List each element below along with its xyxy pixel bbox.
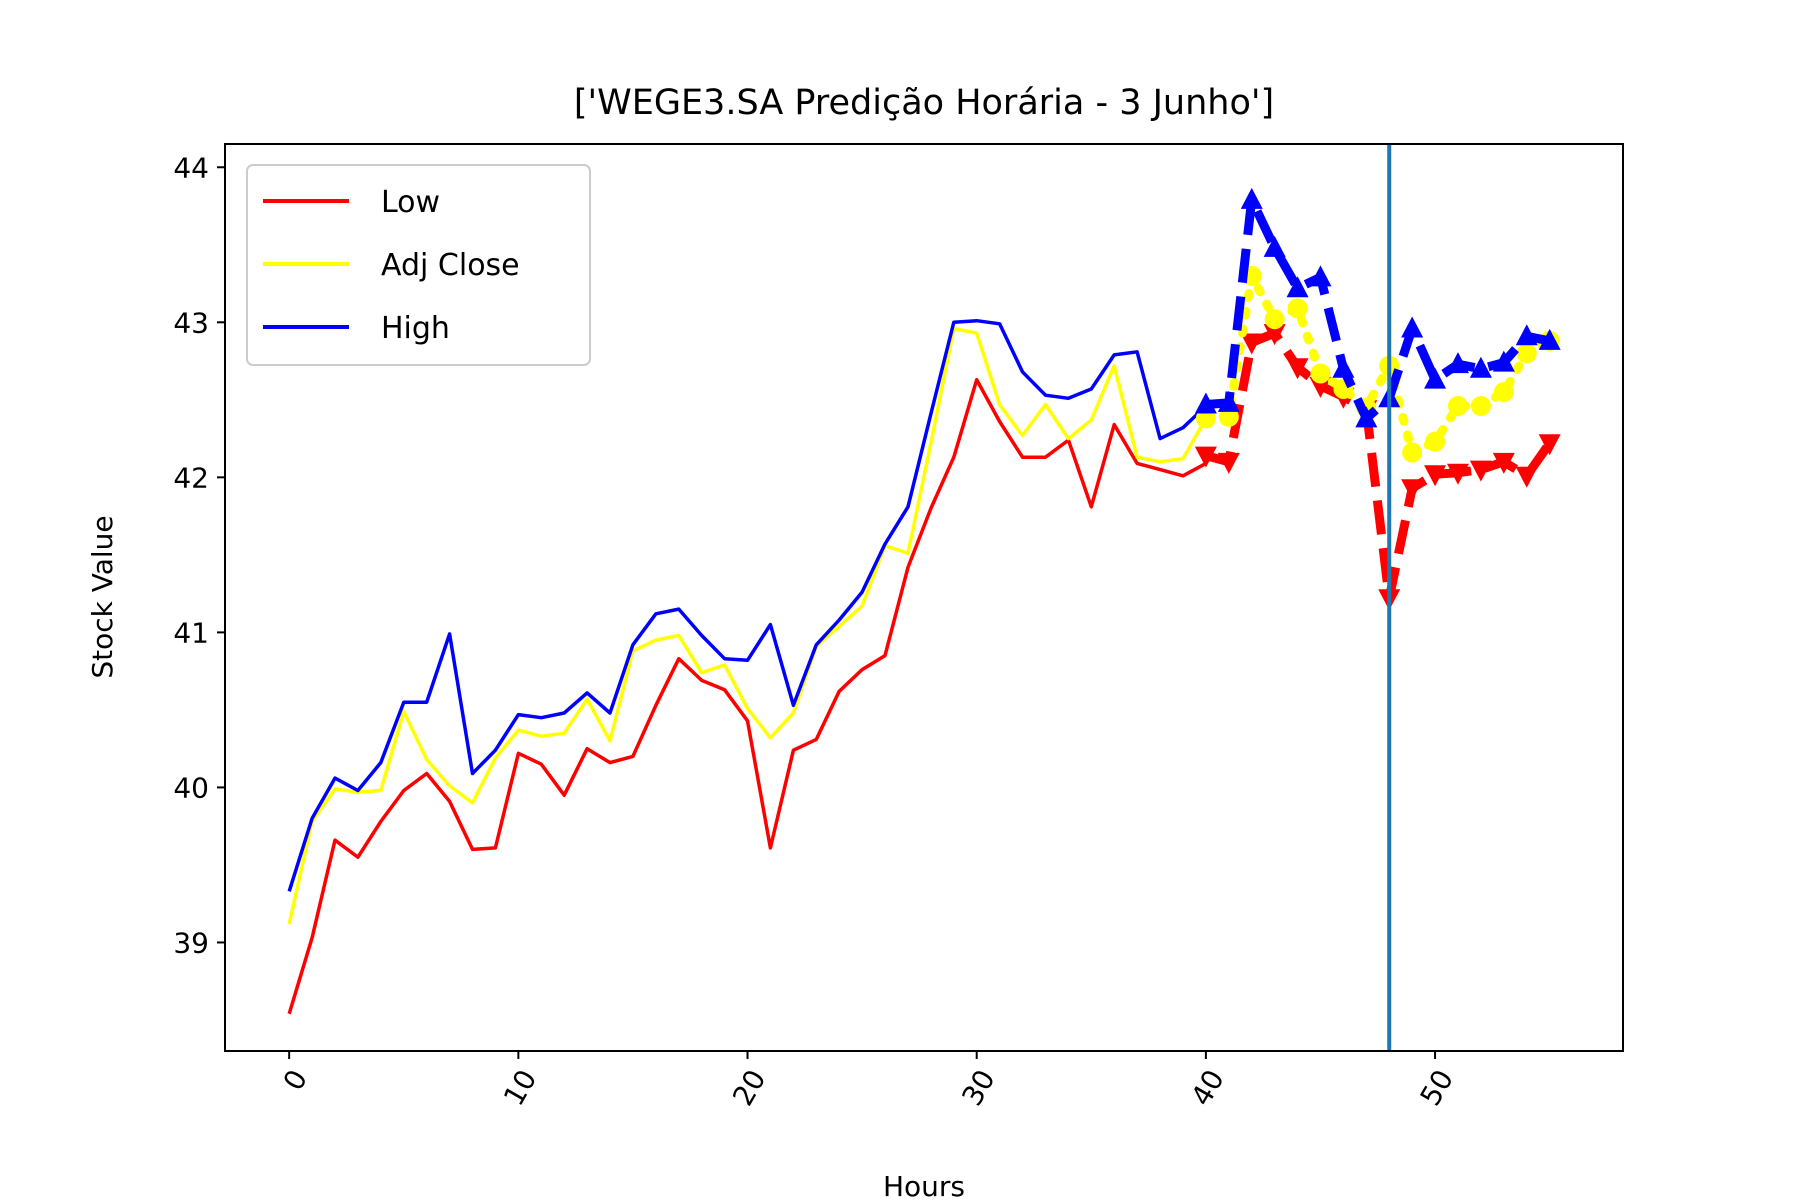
series-3-marker — [1538, 434, 1561, 456]
series-4-marker — [1470, 396, 1491, 417]
legend-label: Adj Close — [381, 248, 520, 283]
chart-title: ['WEGE3.SA Predição Horária - 3 Junho'] — [574, 83, 1274, 123]
series-5-marker — [1469, 356, 1492, 378]
series-5-marker — [1286, 276, 1309, 298]
series-3-marker — [1446, 463, 1469, 485]
series-3-marker — [1515, 466, 1538, 488]
series-line-3 — [1204, 328, 1554, 603]
series-5-marker — [1401, 316, 1424, 338]
y-tick-label: 40 — [173, 771, 209, 804]
series-line-2 — [287, 318, 1208, 892]
series-4-marker — [1287, 298, 1308, 319]
y-tick-label: 43 — [173, 306, 209, 339]
series-4-marker — [1447, 396, 1468, 417]
series-3-marker — [1469, 460, 1492, 482]
series-5-marker — [1446, 352, 1469, 374]
series-4-marker — [1310, 363, 1331, 384]
series-3-marker — [1309, 376, 1332, 398]
series-line-1 — [287, 326, 1208, 925]
series-5-marker — [1194, 392, 1217, 414]
legend-label: High — [381, 311, 450, 346]
series-3-marker — [1424, 465, 1447, 487]
series-5-marker — [1515, 324, 1538, 346]
series-3-marker — [1194, 446, 1217, 468]
series-4-marker — [1493, 382, 1514, 403]
series-3-marker — [1263, 324, 1286, 346]
series-line-0 — [287, 377, 1207, 1015]
series-4-marker — [1425, 431, 1446, 452]
series-4-marker — [1264, 309, 1285, 330]
plot-area — [287, 144, 1561, 1051]
x-axis-label: Hours — [883, 1170, 965, 1200]
series-3-marker — [1217, 452, 1240, 474]
series-5-marker — [1240, 187, 1263, 209]
series-5-marker — [1492, 350, 1515, 372]
series-5-marker — [1263, 235, 1286, 257]
series-group — [287, 187, 1561, 1015]
series-5-marker — [1538, 328, 1561, 350]
series-5-marker — [1355, 406, 1378, 428]
series-5-marker — [1424, 367, 1447, 389]
series-4-marker — [1516, 343, 1537, 364]
y-tick-label: 41 — [173, 616, 209, 649]
y-tick-label: 44 — [173, 151, 209, 184]
y-tick-label: 42 — [173, 461, 209, 494]
series-5-marker — [1217, 390, 1240, 412]
series-3-marker — [1492, 452, 1515, 474]
legend: Low Adj Close High — [246, 164, 591, 366]
y-axis-label: Stock Value — [86, 515, 119, 678]
series-5-marker — [1332, 356, 1355, 378]
series-5-marker — [1309, 265, 1332, 287]
series-4-marker — [1402, 442, 1423, 463]
series-3-marker — [1286, 358, 1309, 380]
y-tick-label: 39 — [173, 926, 209, 959]
legend-label: Low — [381, 185, 440, 220]
series-line-4 — [1201, 271, 1555, 457]
legend-box — [246, 164, 591, 366]
axes-frame — [224, 143, 1624, 1052]
series-3-marker — [1240, 333, 1263, 355]
series-line-5 — [1205, 195, 1551, 423]
series-3-marker — [1401, 479, 1424, 501]
